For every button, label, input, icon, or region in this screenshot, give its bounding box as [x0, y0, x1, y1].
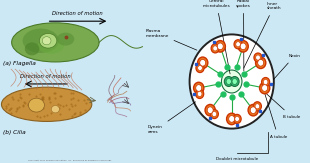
Ellipse shape — [23, 29, 59, 53]
Text: Inner
sheath: Inner sheath — [244, 2, 281, 68]
Circle shape — [255, 104, 260, 109]
Text: (b) Cilia: (b) Cilia — [3, 130, 26, 135]
Circle shape — [207, 107, 213, 113]
Ellipse shape — [39, 33, 57, 48]
Circle shape — [230, 77, 239, 86]
Circle shape — [213, 46, 217, 51]
Circle shape — [229, 116, 235, 122]
Circle shape — [226, 79, 231, 84]
Circle shape — [233, 114, 241, 123]
Circle shape — [262, 78, 270, 87]
Circle shape — [196, 89, 204, 98]
Circle shape — [259, 82, 270, 94]
Ellipse shape — [25, 42, 39, 55]
Circle shape — [256, 55, 260, 60]
Circle shape — [235, 116, 239, 121]
Circle shape — [197, 91, 202, 96]
Circle shape — [215, 41, 225, 52]
Ellipse shape — [42, 37, 51, 45]
Text: Radial
spokes: Radial spokes — [236, 0, 251, 71]
Circle shape — [258, 59, 264, 66]
Circle shape — [198, 66, 202, 71]
Circle shape — [238, 41, 248, 52]
Ellipse shape — [29, 98, 44, 112]
Circle shape — [200, 59, 206, 66]
Text: A tubule: A tubule — [265, 94, 287, 139]
Circle shape — [255, 57, 266, 68]
Text: B tubule: B tubule — [266, 94, 300, 119]
Circle shape — [236, 42, 240, 47]
Circle shape — [250, 107, 256, 113]
Text: Doublet microtubule: Doublet microtubule — [216, 157, 258, 161]
Text: Copyright 2011 Pearson Education, Inc. publishing as Benjamin Cummings: Copyright 2011 Pearson Education, Inc. p… — [28, 159, 112, 161]
Circle shape — [212, 111, 217, 117]
Circle shape — [217, 43, 223, 50]
Ellipse shape — [221, 70, 242, 93]
Text: Plasma
membrane: Plasma membrane — [145, 29, 197, 50]
Circle shape — [253, 102, 261, 111]
Text: Central
microtubules: Central microtubules — [203, 0, 230, 74]
Text: Direction of motion: Direction of motion — [52, 11, 103, 16]
Circle shape — [254, 53, 262, 62]
Circle shape — [248, 104, 258, 116]
Circle shape — [263, 80, 268, 85]
Circle shape — [205, 104, 215, 116]
Circle shape — [227, 113, 237, 125]
Circle shape — [224, 77, 233, 86]
Circle shape — [240, 43, 246, 50]
Circle shape — [234, 40, 242, 49]
Circle shape — [196, 85, 202, 91]
Ellipse shape — [2, 87, 92, 121]
Text: Nexin: Nexin — [273, 54, 300, 79]
Circle shape — [197, 57, 208, 68]
Circle shape — [194, 82, 204, 94]
Text: Direction of motion: Direction of motion — [20, 74, 71, 79]
Circle shape — [232, 79, 237, 84]
Circle shape — [211, 44, 219, 53]
Ellipse shape — [51, 106, 60, 113]
Ellipse shape — [12, 23, 99, 62]
Circle shape — [196, 63, 204, 73]
Circle shape — [262, 85, 268, 91]
Text: Dynein
arms: Dynein arms — [148, 102, 196, 134]
Ellipse shape — [57, 33, 74, 46]
Text: (a) Flagella: (a) Flagella — [3, 61, 36, 66]
Ellipse shape — [38, 37, 64, 54]
Circle shape — [210, 110, 218, 119]
Circle shape — [190, 34, 274, 129]
